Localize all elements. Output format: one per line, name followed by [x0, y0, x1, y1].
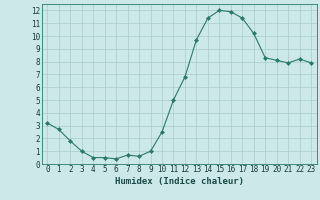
X-axis label: Humidex (Indice chaleur): Humidex (Indice chaleur) — [115, 177, 244, 186]
